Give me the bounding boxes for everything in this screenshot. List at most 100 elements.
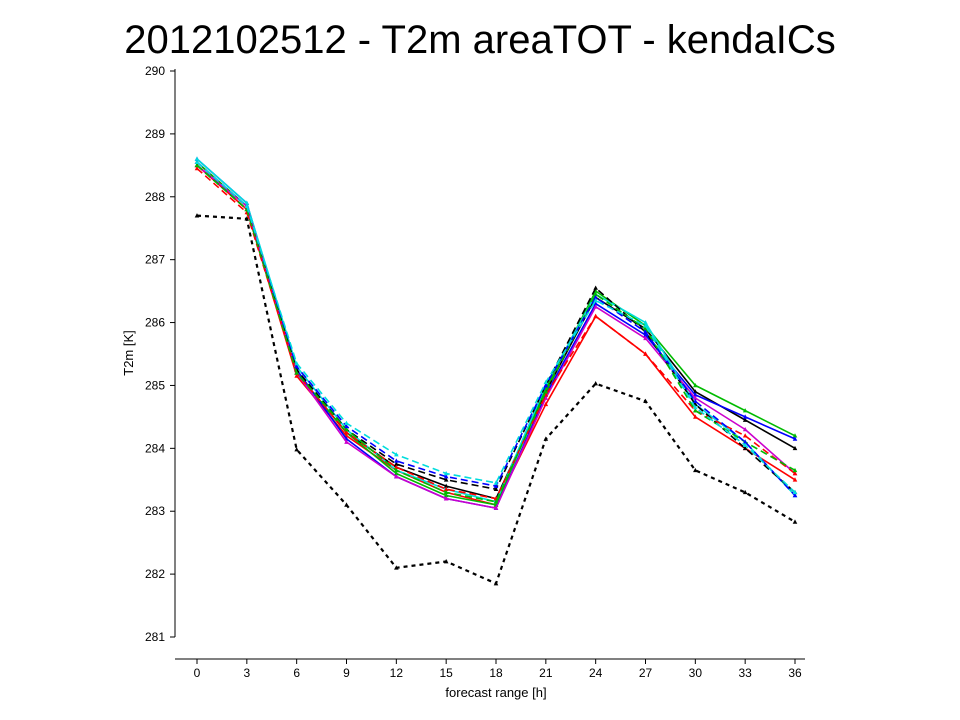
x-tick-label: 33 xyxy=(738,666,752,680)
data-point xyxy=(344,502,349,507)
data-point xyxy=(742,489,748,495)
data-point xyxy=(742,426,748,432)
data-point xyxy=(394,461,399,466)
data-point xyxy=(394,452,399,457)
x-tick-label: 12 xyxy=(390,666,404,680)
data-point xyxy=(194,213,200,218)
data-point xyxy=(643,323,648,328)
y-tick-label: 284 xyxy=(145,441,165,455)
series-12 xyxy=(194,213,798,586)
data-point xyxy=(643,329,648,334)
data-point xyxy=(643,398,648,403)
data-point xyxy=(394,470,399,476)
data-point xyxy=(643,320,648,325)
data-point xyxy=(294,370,299,375)
y-axis: 281 282 283 284 285 286 287 288 289 290 xyxy=(145,64,176,644)
y-tick-label: 288 xyxy=(145,190,165,204)
data-point xyxy=(742,408,748,413)
data-point xyxy=(543,382,549,388)
data-point xyxy=(693,414,698,419)
data-point xyxy=(693,408,698,413)
y-tick-label: 286 xyxy=(145,316,165,330)
x-axis-ticks: 0 3 6 9 12 15 18 21 24 27 30 33 36 xyxy=(194,659,802,680)
y-tick-label: 285 xyxy=(145,378,165,392)
data-point xyxy=(443,474,449,479)
data-point xyxy=(543,379,549,385)
data-point xyxy=(593,301,598,306)
data-point xyxy=(294,360,299,366)
data-point xyxy=(443,496,449,501)
series-line xyxy=(196,161,796,500)
data-point xyxy=(593,285,598,290)
x-axis: 0 3 6 9 12 15 18 21 24 27 30 33 36 xyxy=(175,658,805,680)
data-point xyxy=(693,404,698,410)
data-point xyxy=(643,335,648,341)
data-point xyxy=(244,200,250,205)
data-point xyxy=(693,467,698,473)
data-point xyxy=(792,433,798,438)
x-tick-label: 9 xyxy=(343,666,350,680)
x-tick-label: 24 xyxy=(589,666,603,680)
data-point xyxy=(693,395,698,400)
data-point xyxy=(593,381,598,386)
x-tick-label: 0 xyxy=(194,666,201,680)
data-point xyxy=(194,165,200,171)
data-point xyxy=(593,313,598,319)
data-point xyxy=(792,445,798,451)
x-tick-label: 30 xyxy=(689,666,703,680)
data-point xyxy=(742,442,748,447)
data-point xyxy=(792,493,798,498)
data-point xyxy=(394,458,399,463)
data-point xyxy=(593,294,598,300)
series-line xyxy=(196,161,796,493)
y-tick-label: 281 xyxy=(145,630,165,644)
data-point xyxy=(194,156,200,161)
data-point xyxy=(792,436,798,441)
data-point xyxy=(394,467,399,473)
x-tick-label: 6 xyxy=(293,666,300,680)
data-point xyxy=(792,489,798,495)
data-point xyxy=(493,505,499,510)
y-tick-label: 282 xyxy=(145,567,165,581)
series-8 xyxy=(194,165,798,501)
data-point xyxy=(543,436,549,441)
data-point xyxy=(443,486,449,492)
data-point xyxy=(792,519,798,524)
data-point xyxy=(344,423,349,429)
data-point xyxy=(443,477,449,482)
series-line xyxy=(196,161,796,497)
series-line xyxy=(196,164,796,493)
data-point xyxy=(593,291,598,297)
data-point xyxy=(443,493,449,498)
data-point xyxy=(543,401,549,407)
data-point xyxy=(493,581,499,586)
data-point xyxy=(643,326,648,331)
series-9 xyxy=(194,162,798,504)
data-point xyxy=(643,332,648,337)
data-point xyxy=(792,477,798,482)
data-point xyxy=(344,426,349,432)
y-axis-label: T2m [K] xyxy=(121,330,136,376)
data-point xyxy=(742,445,748,451)
data-point xyxy=(294,373,299,378)
data-point xyxy=(693,398,698,403)
x-tick-label: 18 xyxy=(489,666,503,680)
x-tick-label: 3 xyxy=(243,666,250,680)
y-tick-label: 290 xyxy=(145,64,165,78)
data-point xyxy=(194,162,200,168)
y-tick-label: 287 xyxy=(145,253,165,267)
data-point xyxy=(742,414,748,419)
x-tick-label: 36 xyxy=(788,666,802,680)
y-tick-label: 283 xyxy=(145,504,165,518)
series-line xyxy=(196,158,796,503)
data-point xyxy=(244,216,250,221)
data-point xyxy=(493,483,499,488)
slide-title: 2012102512 - T2m areaTOT - kendaICs xyxy=(124,18,836,62)
data-point xyxy=(792,470,798,476)
data-point xyxy=(194,159,200,164)
data-point xyxy=(344,420,349,425)
data-point xyxy=(344,430,349,435)
data-point xyxy=(742,433,748,438)
